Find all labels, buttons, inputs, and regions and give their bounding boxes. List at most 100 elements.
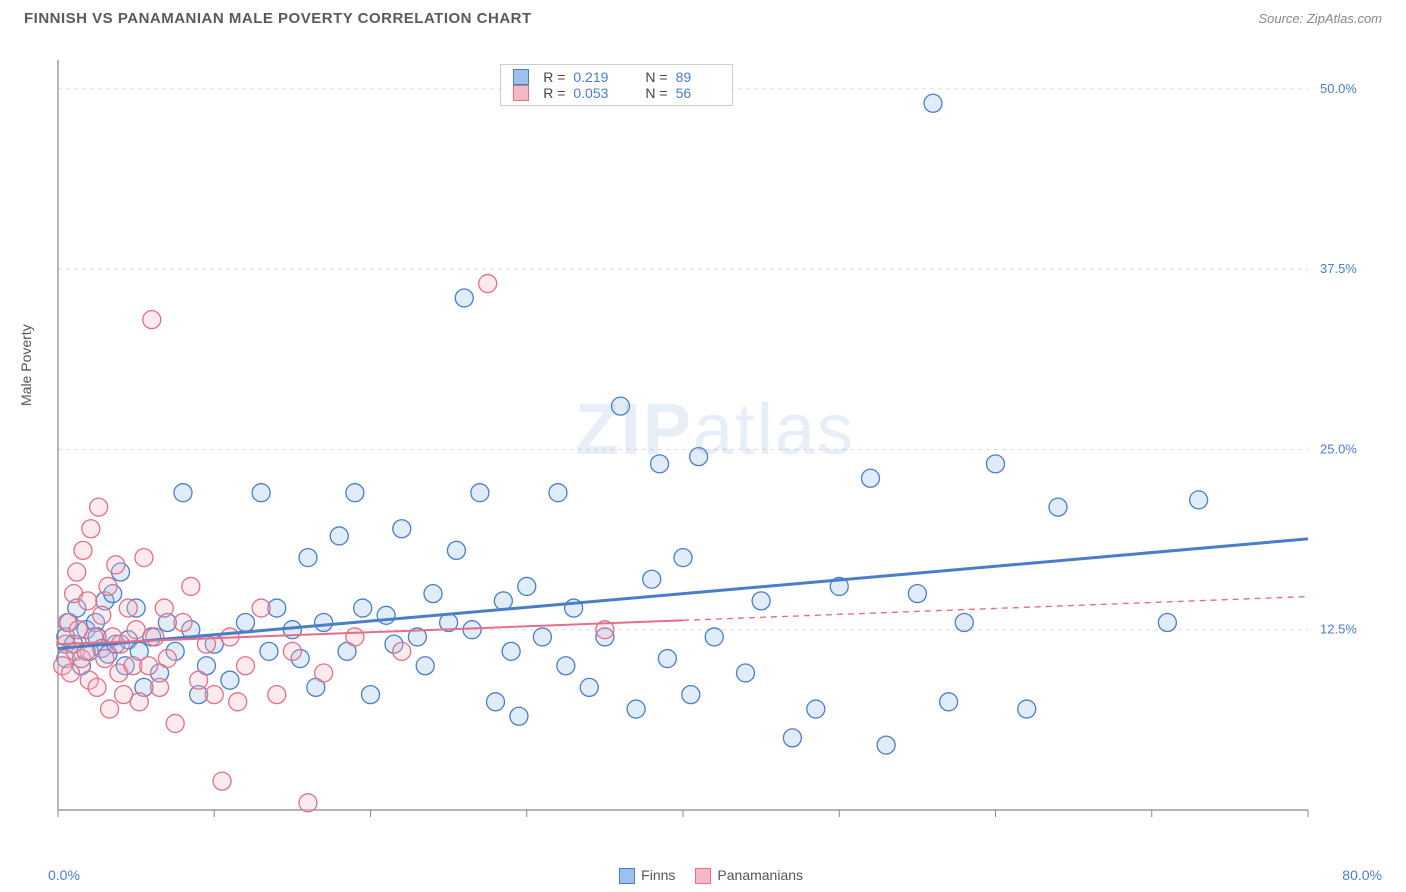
data-point bbox=[752, 592, 770, 610]
legend-swatch bbox=[695, 868, 711, 884]
data-point bbox=[612, 397, 630, 415]
y-axis-label: Male Poverty bbox=[18, 324, 34, 406]
data-point bbox=[283, 642, 301, 660]
data-point bbox=[908, 585, 926, 603]
data-point bbox=[557, 657, 575, 675]
stat-legend: R = 0.219 N = 89 R = 0.053 N = 56 bbox=[500, 64, 732, 106]
data-point bbox=[924, 94, 942, 112]
data-point bbox=[237, 614, 255, 632]
data-point bbox=[674, 549, 692, 567]
data-point bbox=[260, 642, 278, 660]
data-point bbox=[651, 455, 669, 473]
data-point bbox=[940, 693, 958, 711]
data-point bbox=[299, 549, 317, 567]
data-point bbox=[127, 621, 145, 639]
data-point bbox=[79, 592, 97, 610]
data-point bbox=[627, 700, 645, 718]
data-point bbox=[479, 275, 497, 293]
stat-r-value: 0.219 bbox=[573, 69, 617, 85]
data-point bbox=[299, 794, 317, 812]
trend-line-extrapolated bbox=[683, 597, 1308, 621]
data-point bbox=[330, 527, 348, 545]
data-point bbox=[510, 707, 528, 725]
data-point bbox=[783, 729, 801, 747]
data-point bbox=[737, 664, 755, 682]
stat-n-label: N = bbox=[645, 85, 667, 101]
data-point bbox=[205, 686, 223, 704]
data-point bbox=[315, 614, 333, 632]
data-point bbox=[416, 657, 434, 675]
data-point bbox=[487, 693, 505, 711]
data-point bbox=[1190, 491, 1208, 509]
legend-swatch bbox=[513, 69, 529, 85]
stat-r-value: 0.053 bbox=[573, 85, 617, 101]
data-point bbox=[877, 736, 895, 754]
data-point bbox=[174, 484, 192, 502]
data-point bbox=[82, 520, 100, 538]
data-point bbox=[807, 700, 825, 718]
stat-n-value: 56 bbox=[676, 85, 720, 101]
data-point bbox=[494, 592, 512, 610]
data-point bbox=[955, 614, 973, 632]
data-point bbox=[580, 678, 598, 696]
scatter-chart: 12.5% 25.0% 37.5% 50.0% bbox=[48, 40, 1378, 840]
data-point bbox=[99, 577, 117, 595]
data-point bbox=[463, 621, 481, 639]
y-tick-label: 50.0% bbox=[1320, 81, 1357, 96]
x-axis-min-label: 0.0% bbox=[48, 867, 80, 883]
data-point bbox=[68, 563, 86, 581]
data-point bbox=[549, 484, 567, 502]
data-point bbox=[1018, 700, 1036, 718]
data-point bbox=[502, 642, 520, 660]
data-point bbox=[393, 520, 411, 538]
data-point bbox=[143, 311, 161, 329]
legend-label: Finns bbox=[641, 867, 675, 883]
legend-item: Panamanians bbox=[695, 867, 803, 884]
data-point bbox=[346, 628, 364, 646]
data-point bbox=[221, 671, 239, 689]
legend-item: Finns bbox=[619, 867, 675, 884]
data-point bbox=[101, 700, 119, 718]
data-point bbox=[252, 599, 270, 617]
data-point bbox=[174, 614, 192, 632]
y-tick-label: 12.5% bbox=[1320, 622, 1357, 637]
legend-bottom: Finns Panamanians bbox=[619, 867, 803, 884]
data-point bbox=[119, 599, 137, 617]
data-point bbox=[182, 577, 200, 595]
data-point bbox=[229, 693, 247, 711]
data-point bbox=[518, 577, 536, 595]
source-label: Source: ZipAtlas.com bbox=[1258, 11, 1382, 26]
data-point bbox=[213, 772, 231, 790]
data-point bbox=[158, 650, 176, 668]
data-point bbox=[88, 678, 106, 696]
y-tick-label: 25.0% bbox=[1320, 441, 1357, 456]
data-point bbox=[447, 541, 465, 559]
data-point bbox=[151, 678, 169, 696]
data-point bbox=[705, 628, 723, 646]
data-point bbox=[987, 455, 1005, 473]
stat-legend-row: R = 0.219 N = 89 bbox=[513, 69, 719, 85]
data-point bbox=[682, 686, 700, 704]
data-point bbox=[166, 714, 184, 732]
data-point bbox=[107, 556, 125, 574]
data-point bbox=[90, 498, 108, 516]
legend-swatch bbox=[513, 85, 529, 101]
data-point bbox=[346, 484, 364, 502]
x-axis-footer: 0.0% Finns Panamanians 80.0% bbox=[48, 867, 1382, 884]
data-point bbox=[315, 664, 333, 682]
data-point bbox=[455, 289, 473, 307]
data-point bbox=[1049, 498, 1067, 516]
data-point bbox=[237, 657, 255, 675]
data-point bbox=[862, 469, 880, 487]
data-point bbox=[96, 650, 114, 668]
data-point bbox=[471, 484, 489, 502]
data-point bbox=[252, 484, 270, 502]
y-tick-label: 37.5% bbox=[1320, 261, 1357, 276]
data-point bbox=[135, 549, 153, 567]
chart-area: Male Poverty ZIPatlas 12.5%25.0%37.5%50.… bbox=[48, 40, 1382, 852]
data-point bbox=[643, 570, 661, 588]
legend-label: Panamanians bbox=[717, 867, 803, 883]
x-axis-max-label: 80.0% bbox=[1342, 867, 1382, 883]
data-point bbox=[362, 686, 380, 704]
data-point bbox=[146, 628, 164, 646]
